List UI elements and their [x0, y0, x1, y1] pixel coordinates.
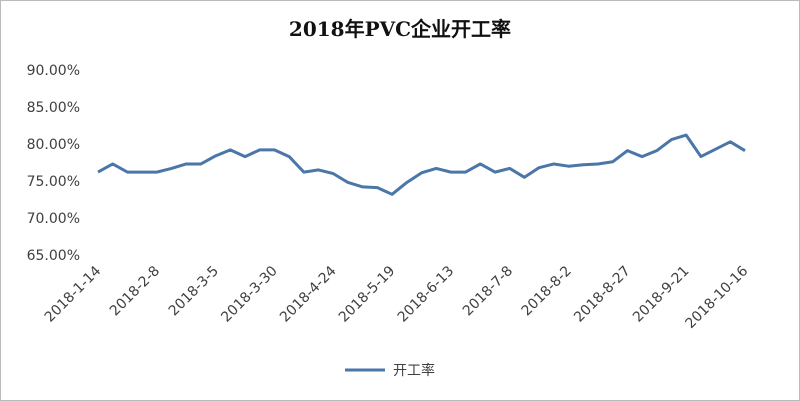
y-tick-label: 70.00% — [27, 211, 80, 227]
series-line — [97, 133, 746, 196]
chart-title: 2018年PVC企业开工率 — [289, 17, 511, 41]
y-tick-label: 80.00% — [27, 137, 80, 153]
y-tick-label: 90.00% — [27, 63, 80, 79]
legend-label: 开工率 — [393, 362, 435, 379]
y-tick-label: 85.00% — [27, 100, 80, 116]
y-tick-label: 65.00% — [27, 248, 80, 264]
y-tick-label: 75.00% — [27, 174, 80, 190]
